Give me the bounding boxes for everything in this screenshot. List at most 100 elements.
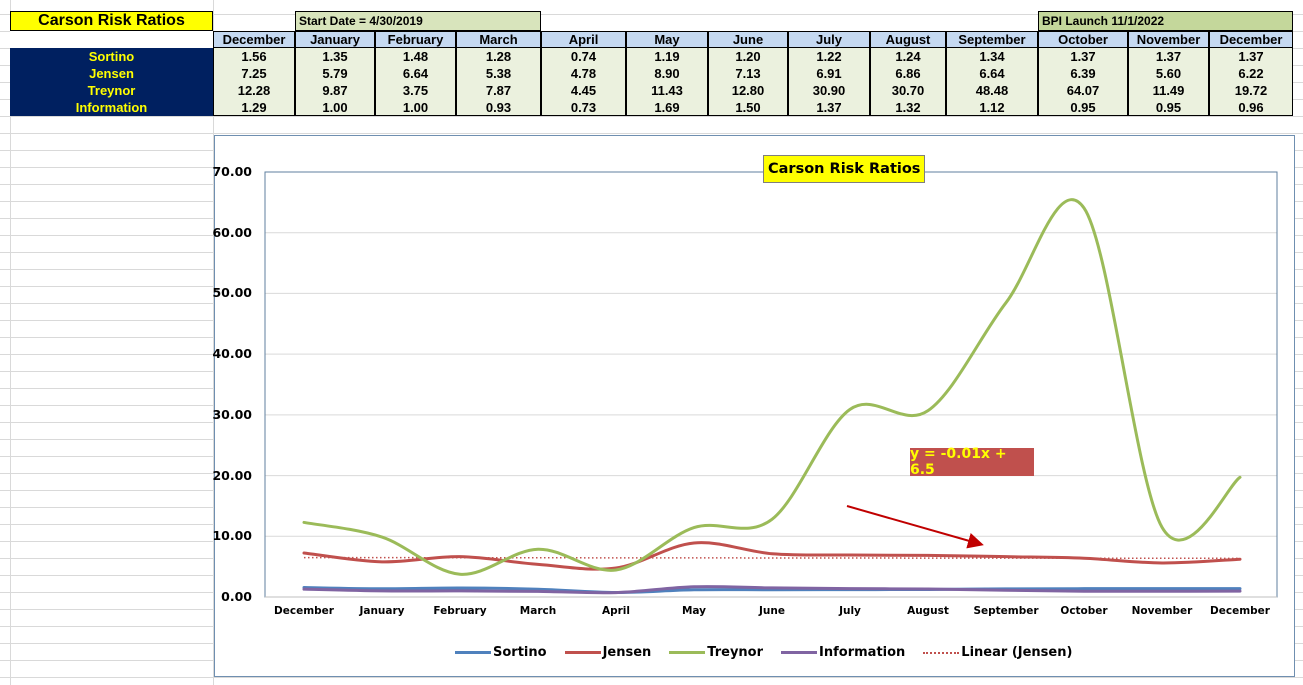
value-cell[interactable]: 7.13 [708, 65, 788, 82]
y-tick-label: 20.00 [212, 467, 252, 483]
value-cell[interactable]: 6.22 [1209, 65, 1293, 82]
value-cell[interactable]: 48.48 [946, 82, 1038, 99]
value-cell[interactable]: 7.87 [456, 82, 541, 99]
x-tick-label: April [601, 605, 631, 617]
month-header-cell[interactable]: November [1128, 31, 1209, 48]
value-cell[interactable]: 0.96 [1209, 99, 1293, 116]
column-gridline [213, 0, 214, 685]
value-cell[interactable]: 1.24 [870, 48, 946, 65]
sheet-title-cell[interactable]: Carson Risk Ratios [10, 11, 213, 31]
value-cell[interactable]: 1.22 [788, 48, 870, 65]
value-cell[interactable]: 30.90 [788, 82, 870, 99]
value-cell[interactable]: 4.78 [541, 65, 626, 82]
x-tick-label: January [359, 605, 405, 617]
launch-note-cell[interactable]: BPI Launch 11/1/2022 [1038, 11, 1293, 31]
value-cell[interactable]: 1.37 [1209, 48, 1293, 65]
value-cell[interactable]: 1.50 [708, 99, 788, 116]
series-line-jensen [302, 541, 1242, 571]
trendline-equation-label: y = -0.01x + 6.5 [910, 446, 1034, 478]
value-cell[interactable]: 1.00 [375, 99, 456, 116]
start-date-note-cell[interactable]: Start Date = 4/30/2019 [295, 11, 541, 31]
value-cell[interactable]: 12.28 [213, 82, 295, 99]
value-cell[interactable]: 0.95 [1038, 99, 1128, 116]
legend-label: Linear (Jensen) [961, 645, 1073, 660]
value-cell[interactable]: 1.00 [295, 99, 375, 116]
legend-swatch-icon [564, 651, 601, 654]
legend-item-jensen: Jensen [564, 645, 652, 660]
value-cell[interactable]: 1.19 [626, 48, 708, 65]
month-header-cell[interactable]: August [870, 31, 946, 48]
value-cell[interactable]: 1.37 [1038, 48, 1128, 65]
value-cell[interactable]: 1.48 [375, 48, 456, 65]
x-tick-label: May [681, 605, 707, 617]
y-tick-label: 40.00 [212, 346, 252, 362]
x-tick-label: December [274, 605, 334, 617]
month-header-cell[interactable]: December [213, 31, 295, 48]
month-header-cell[interactable]: October [1038, 31, 1128, 48]
legend-swatch-icon [455, 651, 491, 654]
value-cell[interactable]: 0.73 [541, 99, 626, 116]
value-cell[interactable]: 30.70 [870, 82, 946, 99]
value-cell[interactable]: 0.93 [456, 99, 541, 116]
row-label-sortino[interactable]: Sortino [10, 48, 213, 65]
value-cell[interactable]: 11.49 [1128, 82, 1209, 99]
x-tick-label: September [973, 605, 1039, 617]
value-cell[interactable]: 1.12 [946, 99, 1038, 116]
value-cell[interactable]: 0.74 [541, 48, 626, 65]
value-cell[interactable]: 0.95 [1128, 99, 1209, 116]
value-cell[interactable]: 4.45 [541, 82, 626, 99]
month-header-cell[interactable]: February [375, 31, 456, 48]
value-cell[interactable]: 64.07 [1038, 82, 1128, 99]
y-tick-label: 30.00 [212, 406, 252, 422]
x-tick-label: October [1060, 605, 1108, 617]
y-tick-label: 50.00 [212, 285, 252, 301]
value-cell[interactable]: 6.64 [946, 65, 1038, 82]
annotation-arrow-icon [846, 505, 984, 549]
month-header-cell[interactable]: September [946, 31, 1038, 48]
value-cell[interactable]: 8.90 [626, 65, 708, 82]
row-label-jensen[interactable]: Jensen [10, 65, 213, 82]
value-cell[interactable]: 1.37 [1128, 48, 1209, 65]
month-header-cell[interactable]: May [626, 31, 708, 48]
value-cell[interactable]: 1.35 [295, 48, 375, 65]
value-cell[interactable]: 9.87 [295, 82, 375, 99]
month-header-cell[interactable]: March [456, 31, 541, 48]
value-cell[interactable]: 3.75 [375, 82, 456, 99]
value-cell[interactable]: 6.64 [375, 65, 456, 82]
value-cell[interactable]: 7.25 [213, 65, 295, 82]
blank-header-cell[interactable] [10, 31, 213, 48]
x-tick-label: December [1210, 605, 1270, 617]
value-cell[interactable]: 1.34 [946, 48, 1038, 65]
month-header-cell[interactable]: July [788, 31, 870, 48]
value-cell[interactable]: 6.39 [1038, 65, 1128, 82]
row-label-information[interactable]: Information [10, 99, 213, 116]
value-cell[interactable]: 6.91 [788, 65, 870, 82]
month-header-cell[interactable]: June [708, 31, 788, 48]
legend-label: Information [819, 645, 906, 660]
value-cell[interactable]: 1.28 [456, 48, 541, 65]
value-cell[interactable]: 1.56 [213, 48, 295, 65]
value-cell[interactable]: 1.20 [708, 48, 788, 65]
chart-title: Carson Risk Ratios [763, 155, 926, 183]
value-cell[interactable]: 19.72 [1209, 82, 1293, 99]
value-cell[interactable]: 6.86 [870, 65, 946, 82]
value-cell[interactable]: 1.32 [870, 99, 946, 116]
value-cell[interactable]: 11.43 [626, 82, 708, 99]
legend-item-information: Information [781, 645, 905, 660]
month-header-cell[interactable]: December [1209, 31, 1293, 48]
series-line-treynor [302, 198, 1242, 576]
value-cell[interactable]: 1.37 [788, 99, 870, 116]
month-header-cell[interactable]: January [295, 31, 375, 48]
value-cell[interactable]: 1.69 [626, 99, 708, 116]
series-line-information [302, 585, 1242, 595]
value-cell[interactable]: 5.38 [456, 65, 541, 82]
value-cell[interactable]: 5.79 [295, 65, 375, 82]
legend-item-sortino: Sortino [455, 645, 547, 660]
value-cell[interactable]: 1.29 [213, 99, 295, 116]
legend-label: Jensen [602, 645, 652, 660]
row-label-treynor[interactable]: Treynor [10, 82, 213, 99]
value-cell[interactable]: 12.80 [708, 82, 788, 99]
month-header-cell[interactable]: April [541, 31, 626, 48]
value-cell[interactable]: 5.60 [1128, 65, 1209, 82]
